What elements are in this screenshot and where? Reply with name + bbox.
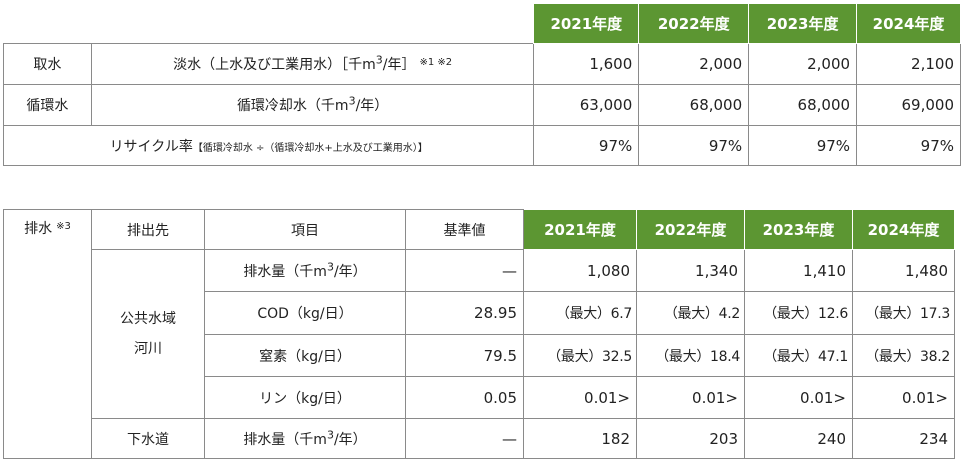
wastewater-table: 排水 ※3 排出先 項目 基準値 2021年度 2022年度 2023年度 202… bbox=[3, 209, 955, 459]
item-cod: COD（kg/日） bbox=[204, 291, 406, 335]
item-phosphorus: リン（kg/日） bbox=[204, 376, 406, 419]
standard-value: 28.95 bbox=[405, 291, 524, 335]
header-standard: 基準値 bbox=[405, 209, 524, 250]
value-cell: （最大）18.4 bbox=[636, 334, 745, 377]
table-row: 循環水 循環冷却水（千m3/年） 63,000 68,000 68,000 69… bbox=[3, 84, 961, 126]
value-cell: 69,000 bbox=[856, 84, 961, 126]
value-cell: （最大）47.1 bbox=[744, 334, 853, 377]
year-header-2023: 2023年度 bbox=[744, 209, 853, 250]
water-intake-table: 2021年度 2022年度 2023年度 2024年度 取水 淡水（上水及び工業… bbox=[2, 3, 961, 166]
value-cell: （最大）6.7 bbox=[523, 291, 637, 335]
value-cell: 97% bbox=[638, 125, 750, 166]
item-discharge-volume: 排水量（千m3/年） bbox=[204, 418, 406, 459]
value-cell: 2,100 bbox=[856, 43, 961, 85]
table-row: 窒素（kg/日） 79.5 （最大）32.5 （最大）18.4 （最大）47.1… bbox=[4, 334, 955, 377]
table-row: リサイクル率【循環冷却水 ÷（循環冷却水+上水及び工業用水）】 97% 97% … bbox=[2, 125, 961, 166]
value-cell: 1,600 bbox=[533, 43, 640, 85]
value-cell: 0.01> bbox=[852, 376, 955, 419]
value-cell: 1,340 bbox=[636, 249, 745, 292]
value-cell: 1,480 bbox=[852, 249, 955, 292]
table-row: 取水 淡水（上水及び工業用水）［千m3/年］ ※1 ※2 1,600 2,000 … bbox=[3, 43, 961, 85]
value-cell: 0.01> bbox=[636, 376, 745, 419]
table-row: 下水道 排水量（千m3/年） — 182 203 240 234 bbox=[4, 418, 955, 459]
year-header-2022: 2022年度 bbox=[638, 3, 750, 44]
year-header-2022: 2022年度 bbox=[636, 209, 745, 250]
standard-value: 0.05 bbox=[405, 376, 524, 419]
value-cell: 1,080 bbox=[523, 249, 637, 292]
value-cell: 2,000 bbox=[748, 43, 858, 85]
value-cell: （最大）32.5 bbox=[523, 334, 637, 377]
value-cell: 203 bbox=[636, 418, 745, 459]
row-label-circulating: 循環水 bbox=[3, 84, 92, 126]
year-header-2024: 2024年度 bbox=[852, 209, 955, 250]
value-cell: 0.01> bbox=[744, 376, 853, 419]
row-item-freshwater: 淡水（上水及び工業用水）［千m3/年］ ※1 ※2 bbox=[90, 43, 535, 85]
value-cell: （最大）38.2 bbox=[852, 334, 955, 377]
standard-value: — bbox=[405, 249, 524, 292]
table-row: 公共水域 河川 排水量（千m3/年） — 1,080 1,340 1,410 1,… bbox=[4, 249, 955, 419]
value-cell: 97% bbox=[856, 125, 961, 166]
value-cell: （最大）4.2 bbox=[636, 291, 745, 335]
value-cell: 234 bbox=[852, 418, 955, 459]
value-cell: 97% bbox=[533, 125, 640, 166]
year-header-2021: 2021年度 bbox=[523, 209, 637, 250]
destination-public-water: 公共水域 河川 bbox=[91, 249, 205, 419]
header-destination: 排出先 bbox=[91, 209, 205, 250]
item-nitrogen: 窒素（kg/日） bbox=[204, 334, 406, 377]
value-cell: （最大）17.3 bbox=[852, 291, 955, 335]
row-item-cooling-water: 循環冷却水（千m3/年） bbox=[90, 84, 535, 126]
value-cell: 68,000 bbox=[748, 84, 858, 126]
value-cell: 63,000 bbox=[533, 84, 640, 126]
standard-value: 79.5 bbox=[405, 334, 524, 377]
value-cell: 68,000 bbox=[638, 84, 750, 126]
value-cell: 0.01> bbox=[523, 376, 637, 419]
value-cell: 1,410 bbox=[744, 249, 853, 292]
header-spacer bbox=[4, 4, 534, 44]
year-header-2024: 2024年度 bbox=[856, 3, 961, 44]
value-cell: 240 bbox=[744, 418, 853, 459]
footnote-marker: ※3 bbox=[56, 221, 71, 232]
standard-value: — bbox=[405, 418, 524, 459]
table-row: COD（kg/日） 28.95 （最大）6.7 （最大）4.2 （最大）12.6… bbox=[4, 291, 955, 335]
recycle-rate-label: リサイクル率【循環冷却水 ÷（循環冷却水+上水及び工業用水）】 bbox=[2, 125, 535, 166]
footnote-marker: ※1 ※2 bbox=[419, 57, 453, 68]
value-cell: 182 bbox=[523, 418, 637, 459]
table-row: リン（kg/日） 0.05 0.01> 0.01> 0.01> 0.01> bbox=[4, 376, 955, 419]
year-header-2021: 2021年度 bbox=[533, 3, 640, 44]
value-cell: 97% bbox=[748, 125, 858, 166]
value-cell: 2,000 bbox=[638, 43, 750, 85]
destination-sewer: 下水道 bbox=[91, 418, 205, 459]
year-header-2023: 2023年度 bbox=[748, 3, 858, 44]
item-discharge-volume: 排水量（千m3/年） bbox=[204, 249, 406, 292]
header-item: 項目 bbox=[204, 209, 406, 250]
row-label-intake: 取水 bbox=[3, 43, 92, 85]
wastewater-section-label: 排水 ※3 bbox=[3, 209, 92, 459]
value-cell: （最大）12.6 bbox=[744, 291, 853, 335]
recycle-rate-formula: 【循環冷却水 ÷（循環冷却水+上水及び工業用水）】 bbox=[192, 142, 428, 154]
